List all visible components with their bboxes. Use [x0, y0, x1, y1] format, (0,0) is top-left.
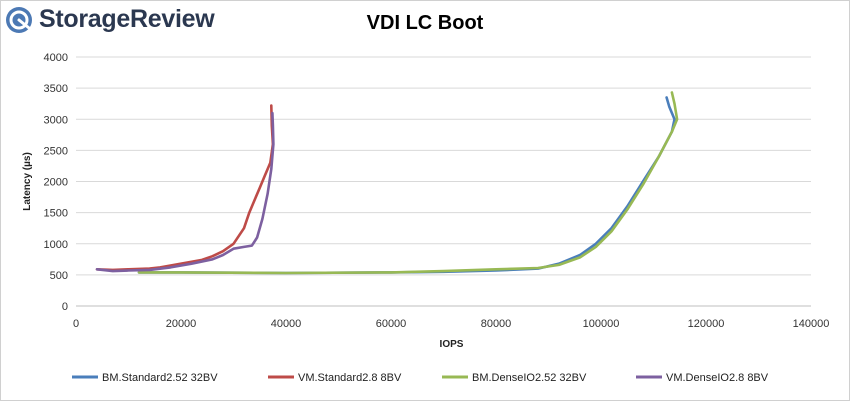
- series-lines: [95, 91, 679, 275]
- brand-name: StorageReview: [39, 5, 215, 33]
- brand-logo: StorageReview: [5, 5, 215, 34]
- x-tick-label: 120000: [688, 318, 725, 330]
- x-tick-label: 0: [73, 318, 79, 330]
- x-axis-ticks: 0 20000 40000 60000 80000 100000 120000 140000: [73, 318, 829, 330]
- y-tick-label: 3500: [44, 83, 68, 95]
- x-tick-label: 100000: [583, 318, 620, 330]
- legend-item: VM.Standard2.8 8BV: [268, 372, 402, 384]
- x-tick-label: 40000: [271, 318, 302, 330]
- y-tick-label: 2500: [44, 145, 68, 157]
- x-axis-title: IOPS: [440, 339, 464, 350]
- y-tick-label: 500: [50, 270, 68, 282]
- y-tick-label: 3000: [44, 114, 68, 126]
- series-line-4: [95, 111, 275, 273]
- y-axis-title: Latency (µs): [22, 152, 33, 211]
- y-tick-label: 0: [62, 301, 68, 313]
- legend-label: VM.Standard2.8 8BV: [298, 372, 402, 384]
- x-tick-label: 60000: [376, 318, 407, 330]
- legend-label: BM.DenseIO2.52 32BV: [472, 372, 587, 384]
- legend: BM.Standard2.52 32BV VM.Standard2.8 8BV BM…: [72, 372, 769, 384]
- y-tick-label: 1500: [44, 208, 68, 220]
- x-tick-label: 20000: [166, 318, 197, 330]
- storagereview-logo-icon: [6, 6, 32, 33]
- y-tick-label: 1000: [44, 239, 68, 251]
- legend-item: BM.DenseIO2.52 32BV: [442, 372, 587, 384]
- legend-item: BM.Standard2.52 32BV: [72, 372, 218, 384]
- chart-title: VDI LC Boot: [366, 12, 484, 34]
- legend-label: BM.Standard2.52 32BV: [102, 372, 218, 384]
- y-tick-label: 4000: [44, 52, 68, 64]
- y-tick-label: 2000: [44, 177, 68, 189]
- y-axis-ticks: 0 500 1000 1500 2000 2500 3000 3500 4000: [44, 52, 68, 313]
- legend-item: VM.DenseIO2.8 8BV: [636, 372, 769, 384]
- series-line-3: [137, 91, 679, 275]
- legend-label: VM.DenseIO2.8 8BV: [666, 372, 769, 384]
- x-tick-label: 140000: [793, 318, 830, 330]
- x-tick-label: 80000: [481, 318, 512, 330]
- gridlines: [76, 56, 811, 276]
